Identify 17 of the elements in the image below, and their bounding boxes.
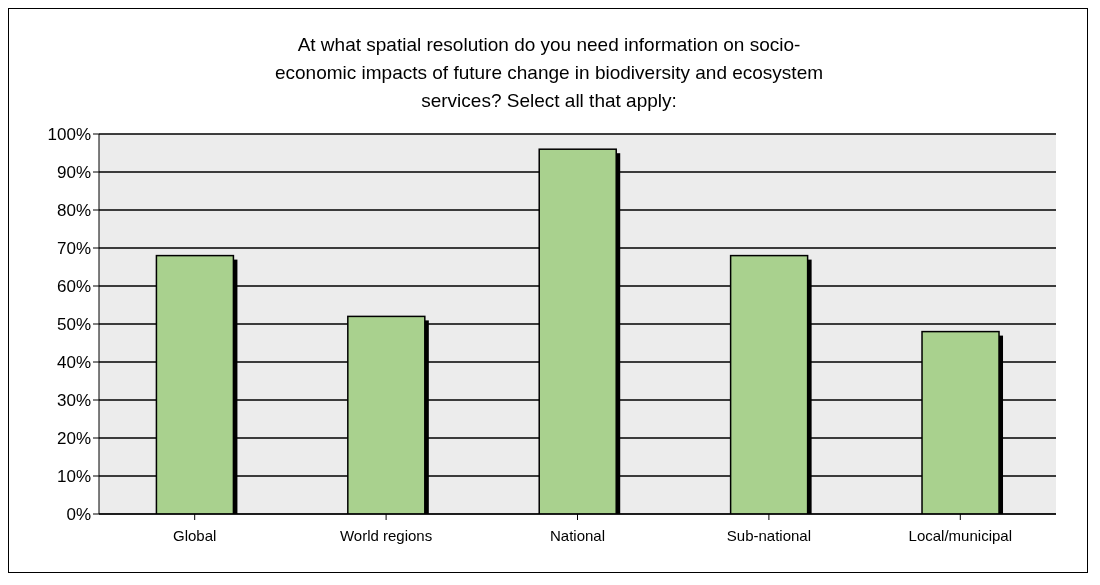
y-tick-label: 50% xyxy=(56,315,91,335)
x-tick-label: Local/municipal xyxy=(908,526,1012,544)
x-tick-label: Sub-national xyxy=(726,526,812,544)
y-tick-label: 80% xyxy=(56,201,91,221)
y-tick-label: 30% xyxy=(56,391,91,411)
y-tick-label: 70% xyxy=(56,239,91,259)
x-tick-label: National xyxy=(549,526,606,544)
chart-title: At what spatial resolution do you need information on socio-economic impacts of future change in biodiversity and ecosystem services? Select all that apply: xyxy=(273,33,825,113)
y-tick-label: 60% xyxy=(56,277,91,297)
x-tick-label: World regions xyxy=(339,526,433,544)
y-tick-label: 40% xyxy=(56,353,91,373)
y-tick-label: 90% xyxy=(56,163,91,183)
x-tick-label: Global xyxy=(173,526,217,544)
y-tick-label: 20% xyxy=(56,429,91,449)
y-tick-label: 0% xyxy=(66,505,91,525)
y-tick-label: 10% xyxy=(56,467,91,487)
y-tick-label: 100% xyxy=(47,125,91,145)
